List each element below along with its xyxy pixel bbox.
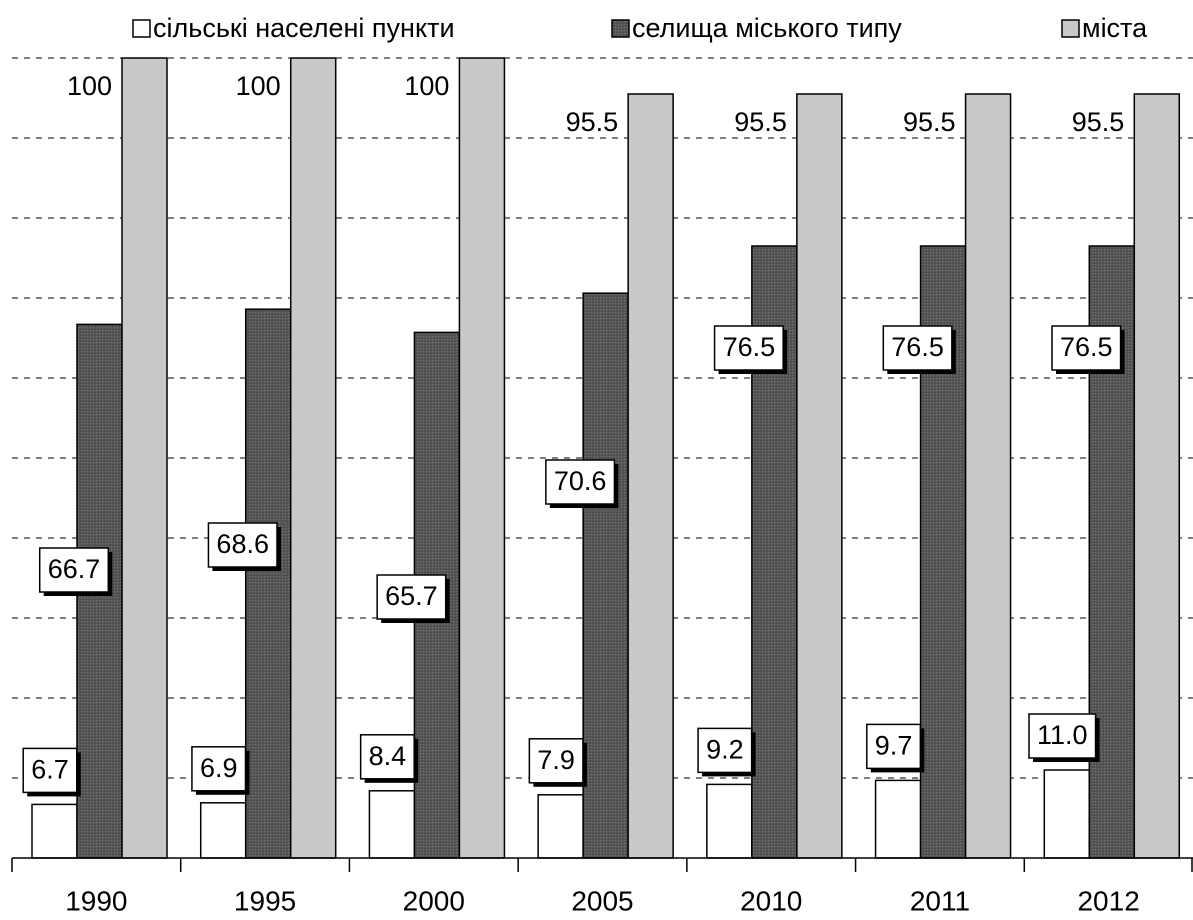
label-box [376,574,447,620]
value-label: 11.0 [1037,720,1088,750]
bar [368,790,416,859]
value-label: 100 [236,71,281,101]
legend-label: міста [1082,13,1148,43]
value-label: 100 [404,71,449,101]
label-box [191,746,247,792]
value-label: 95.5 [734,107,787,137]
bar [964,93,1012,859]
legend-swatch [132,19,151,38]
legend-swatch [1061,19,1080,38]
bar [121,57,168,859]
bar [1043,769,1091,859]
label-box [359,734,415,780]
x-tick-label: 2011 [910,885,970,916]
label-box [545,459,616,505]
bar [199,802,247,859]
value-label: 95.5 [566,107,619,137]
value-label: 95.5 [903,107,956,137]
x-tick-label: 2005 [571,885,633,916]
bar [706,783,753,859]
label-box [207,522,278,568]
x-tick-label: 2012 [1077,885,1139,916]
x-tick-label: 2000 [403,885,465,916]
value-label: 6.7 [31,755,69,785]
value-label: 65.7 [385,581,438,611]
label-box [22,747,78,794]
value-label: 7.9 [537,745,575,775]
legend-swatch [611,19,630,38]
value-label: 68.6 [216,529,269,559]
bar [31,803,78,859]
legend-label: сільські населені пункти [153,13,455,43]
value-label: 9.2 [706,735,744,765]
x-tick-label: 1990 [65,885,127,916]
value-label: 70.6 [554,466,607,496]
bar [874,779,922,859]
value-label: 76.5 [1060,332,1113,362]
value-label: 76.5 [723,332,776,362]
bar [627,93,674,859]
label-box [713,325,784,371]
label-box [882,325,953,371]
label-box [1028,713,1097,759]
value-label: 95.5 [1072,107,1125,137]
value-label: 100 [67,71,112,101]
value-label: 9.7 [875,731,913,761]
value-label: 66.7 [48,554,101,584]
label-box [38,547,110,593]
value-label: 76.5 [891,332,944,362]
label-box [697,727,753,774]
label-box [528,738,584,784]
x-tick-label: 2010 [740,885,802,916]
bar [582,292,629,859]
bar [537,794,584,859]
bar [289,57,337,859]
x-tick-label: 1995 [234,885,296,916]
bar [1133,93,1181,859]
label-box [866,723,922,770]
legend-label: селища міського типу [632,13,902,43]
bar [458,57,506,859]
bar [244,308,292,859]
value-label: 8.4 [369,741,407,771]
bar [796,93,843,859]
label-box [1051,325,1122,371]
value-label: 6.9 [200,753,238,783]
